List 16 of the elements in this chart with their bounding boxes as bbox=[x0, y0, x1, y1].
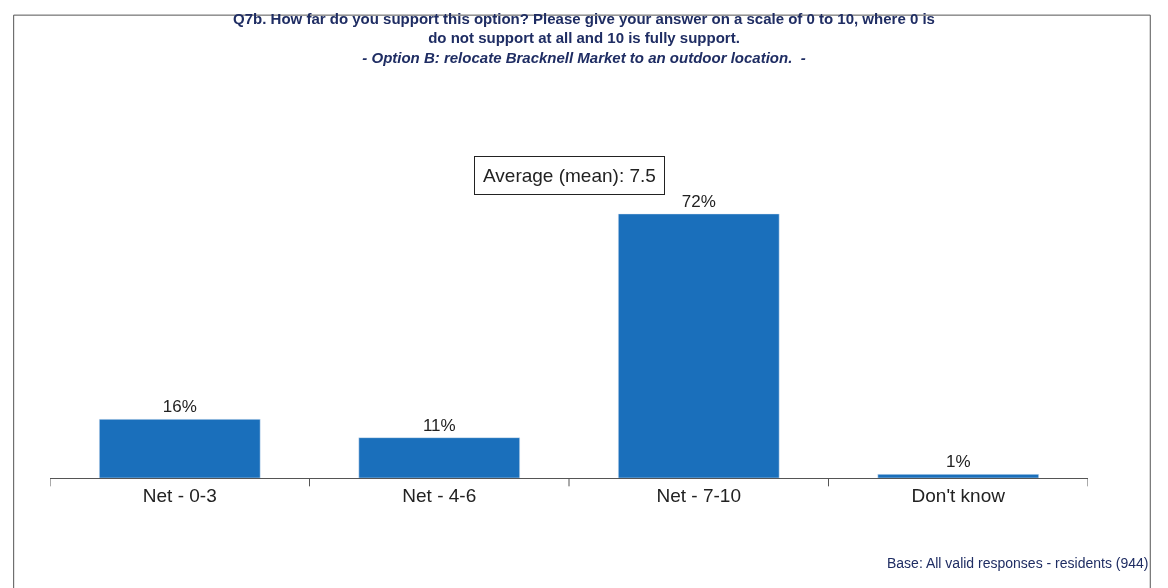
bar bbox=[877, 474, 1039, 478]
chart-title: Q7b. How far do you support this option? Please give your answer on a scale of 0 to 10, where 0 is do not support at all and 10 is fully support. bbox=[233, 9, 935, 47]
text: Base: All valid responses - residents (944) bbox=[887, 555, 1149, 571]
chart-subtitle: - Option B: relocate Bracknell Market to an outdoor location. - bbox=[362, 48, 806, 66]
x-tick-label: Net - 7-10 bbox=[656, 484, 741, 506]
data-label: 1% bbox=[945, 452, 971, 472]
bar bbox=[358, 437, 520, 478]
x-tick-label: Don't know bbox=[911, 484, 1006, 506]
text: Average (mean): 7.5 bbox=[483, 165, 656, 186]
bar bbox=[618, 213, 780, 478]
bar bbox=[99, 419, 261, 478]
data-label: 11% bbox=[422, 415, 456, 435]
data-label: 72% bbox=[681, 191, 716, 211]
x-tick-label: Net - 4-6 bbox=[402, 484, 477, 506]
x-tick-label: Net - 0-3 bbox=[142, 484, 217, 506]
data-label: 16% bbox=[162, 397, 197, 417]
